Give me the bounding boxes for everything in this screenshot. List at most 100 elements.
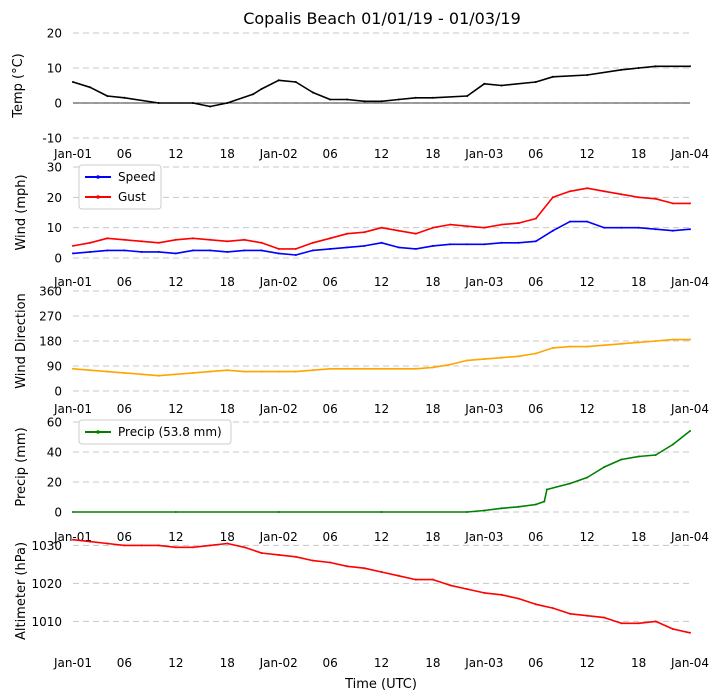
data-point [466,359,469,362]
data-point [106,95,109,97]
data-point [397,246,400,249]
data-point [517,355,520,358]
data-point [140,240,143,243]
data-point [346,246,349,249]
x-tick-label: Jan-04 [670,147,709,161]
data-point [449,243,452,246]
data-point [586,614,589,617]
x-axis-label: Time (UTC) [344,677,417,692]
y-tick-label: 0 [54,385,62,399]
data-point [620,226,623,229]
series-line-altimeter [72,538,691,634]
data-point [346,367,349,370]
data-point [72,367,74,370]
data-point [209,544,212,547]
data-point [380,367,383,370]
data-point [500,507,503,510]
data-point [72,81,74,83]
data-point [551,346,554,349]
x-tick-label: 06 [117,402,132,416]
x-tick-label: 06 [528,656,543,670]
x-tick-label: 18 [631,147,646,161]
data-point [483,509,486,512]
data-point [500,356,503,359]
data-point [174,546,177,549]
x-tick-label: Jan-01 [53,147,92,161]
data-point [603,466,606,468]
data-point [380,100,383,103]
data-point [483,226,486,229]
data-point [140,544,143,547]
y-tick-label: 1030 [31,539,62,553]
data-point [397,367,400,370]
data-point [294,370,297,373]
y-tick-label: 30 [47,161,62,175]
y-tick-label: 20 [47,191,62,205]
data-point [174,252,177,255]
x-tick-label: 18 [220,530,235,544]
data-point [569,190,571,193]
data-point [277,370,280,373]
y-tick-label: 10 [47,62,62,76]
data-point [72,252,74,255]
data-point [174,373,177,376]
y-tick-label: 180 [39,335,62,349]
data-point [517,505,520,508]
panel-direction [72,290,691,392]
data-point [380,226,383,229]
panel-precip [72,419,691,513]
data-point [140,250,143,253]
data-point [431,96,434,99]
data-point [294,81,297,83]
y-tick-label: 1020 [31,577,62,591]
x-tick-label: 18 [220,656,235,670]
data-point [277,247,280,250]
data-point [483,591,486,594]
data-point [277,79,280,82]
data-point [449,584,452,587]
data-point [123,371,126,374]
data-point [654,340,657,342]
x-tick-label: 12 [374,402,389,416]
data-point [311,249,314,252]
x-tick-label: Jan-02 [259,402,298,416]
data-point [500,241,503,244]
data-point [637,455,640,458]
data-point [192,371,194,374]
data-point [226,102,229,104]
x-tick-label: 18 [220,147,235,161]
data-point [603,344,606,347]
data-point [106,542,109,545]
panel-altimeter [72,538,691,634]
x-tick-label: 12 [374,275,389,289]
data-point [654,620,657,623]
y-tick-label: 20 [47,27,62,41]
data-point [620,458,623,461]
data-point [671,338,674,341]
x-tick-label: 12 [374,530,389,544]
data-point [226,369,229,372]
data-point [174,511,177,513]
x-tick-label: Jan-03 [464,147,503,161]
data-point [543,500,546,503]
data-point [157,374,160,377]
data-point [192,546,194,549]
data-point [449,363,452,366]
x-tick-label: Jan-01 [53,275,92,289]
x-tick-label: 18 [220,275,235,289]
data-point [260,88,263,90]
panel-temp [72,32,691,139]
data-point [637,226,640,229]
x-tick-label: 06 [322,402,337,416]
x-tick-label: 06 [528,275,543,289]
data-point [209,105,212,108]
data-point [192,249,194,252]
data-point [603,616,606,619]
y-tick-label: 0 [54,506,62,520]
x-tick-label: 06 [117,530,132,544]
data-point [192,237,194,240]
data-point [311,91,314,94]
data-point [311,241,314,244]
data-point [517,241,520,244]
data-point [620,68,623,71]
